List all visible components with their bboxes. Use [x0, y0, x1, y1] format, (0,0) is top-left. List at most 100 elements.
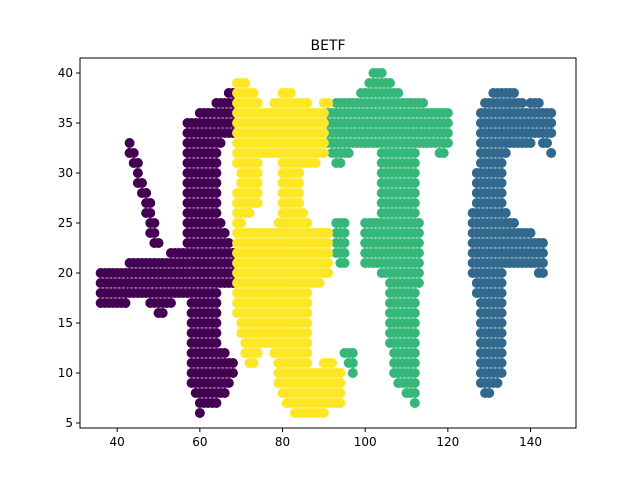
scatter-point-1: [546, 148, 557, 158]
scatter-point-0: [211, 308, 222, 318]
scatter-point-1: [496, 308, 507, 318]
x-tick-label: 140: [519, 435, 542, 449]
scatter-point-0: [157, 308, 168, 318]
scatter-point-3: [236, 218, 247, 228]
scatter-point-1: [500, 208, 511, 218]
scatter-point-0: [137, 178, 147, 188]
scatter-point-3: [302, 288, 313, 298]
scatter-point-2: [385, 78, 395, 88]
scatter-point-2: [413, 238, 424, 248]
scatter-point-3: [294, 188, 305, 198]
scatter-point-1: [533, 98, 544, 108]
scatter-point-0: [211, 148, 222, 158]
scatter-point-3: [318, 138, 329, 148]
scatter-point-0: [132, 158, 143, 168]
scatter-point-0: [120, 298, 131, 308]
scatter-point-2: [409, 318, 420, 328]
scatter-point-0: [227, 368, 238, 378]
scatter-point-1: [496, 198, 507, 208]
scatter-point-1: [496, 278, 507, 288]
scatter-point-0: [194, 408, 205, 418]
scatter-point-3: [302, 348, 313, 358]
scatter-point-3: [294, 178, 305, 188]
scatter-point-2: [409, 348, 420, 358]
scatter-point-0: [165, 298, 176, 308]
scatter-point-1: [496, 338, 507, 348]
scatter-point-3: [323, 248, 333, 258]
scatter-point-3: [335, 378, 346, 388]
scatter-point-0: [211, 198, 222, 208]
y-tick-label: 15: [58, 316, 73, 330]
scatter-point-0: [211, 188, 222, 198]
scatter-point-1: [496, 288, 507, 298]
scatter-point-0: [145, 208, 156, 218]
scatter-point-1: [496, 188, 507, 198]
scatter-point-3: [327, 358, 338, 368]
scatter-point-0: [211, 298, 222, 308]
scatter-point-3: [302, 98, 313, 108]
scatter-point-3: [248, 358, 259, 368]
scatter-point-0: [219, 348, 230, 358]
scatter-point-2: [339, 238, 350, 248]
scatter-point-2: [442, 138, 453, 148]
scatter-point-0: [215, 138, 226, 148]
scatter-point-3: [302, 218, 313, 228]
scatter-point-2: [409, 388, 420, 398]
scatter-point-3: [302, 298, 313, 308]
scatter-point-3: [248, 88, 259, 98]
scatter-point-1: [517, 98, 528, 108]
scatter-point-0: [211, 158, 222, 168]
scatter-point-3: [285, 88, 296, 98]
scatter-point-1: [525, 228, 536, 238]
scatter-point-2: [409, 148, 420, 158]
points-layer: [95, 68, 557, 418]
scatter-point-3: [335, 388, 346, 398]
scatter-point-3: [335, 398, 346, 408]
y-tick-label: 10: [58, 366, 73, 380]
scatter-point-3: [302, 318, 313, 328]
scatter-point-3: [244, 208, 255, 218]
scatter-point-2: [413, 218, 424, 228]
scatter-point-3: [323, 228, 333, 238]
scatter-point-0: [141, 188, 152, 198]
scatter-point-0: [211, 318, 222, 328]
scatter-point-2: [409, 398, 420, 408]
scatter-point-3: [252, 178, 263, 188]
scatter-point-3: [252, 168, 263, 178]
scatter-point-2: [339, 218, 350, 228]
scatter-point-1: [496, 298, 507, 308]
scatter-point-1: [537, 268, 548, 278]
scatter-point-0: [219, 388, 230, 398]
scatter-point-2: [413, 278, 424, 288]
scatter-point-3: [323, 258, 333, 268]
scatter-point-2: [339, 258, 350, 268]
scatter-point-0: [223, 378, 234, 388]
scatter-point-3: [335, 368, 346, 378]
scatter-point-2: [409, 158, 420, 168]
scatter-point-3: [252, 158, 263, 168]
scatter-point-1: [496, 318, 507, 328]
scatter-point-2: [409, 168, 420, 178]
scatter-point-2: [413, 258, 424, 268]
scatter-point-0: [211, 208, 222, 218]
y-tick-label: 20: [58, 266, 73, 280]
scatter-point-2: [409, 368, 420, 378]
scatter-point-2: [347, 358, 358, 368]
scatter-point-0: [124, 138, 135, 148]
scatter-point-2: [393, 88, 404, 98]
scatter-point-2: [343, 148, 354, 158]
scatter-point-2: [409, 288, 420, 298]
scatter-point-2: [339, 228, 350, 238]
scatter-point-3: [252, 188, 263, 198]
scatter-point-2: [409, 188, 420, 198]
scatter-point-0: [215, 218, 226, 228]
x-tick-label: 100: [354, 435, 377, 449]
scatter-point-1: [496, 158, 507, 168]
scatter-point-3: [298, 208, 309, 218]
scatter-point-1: [492, 378, 503, 388]
scatter-point-1: [537, 238, 548, 248]
scatter-point-0: [211, 178, 222, 188]
scatter-point-3: [302, 308, 313, 318]
scatter-point-1: [496, 268, 507, 278]
